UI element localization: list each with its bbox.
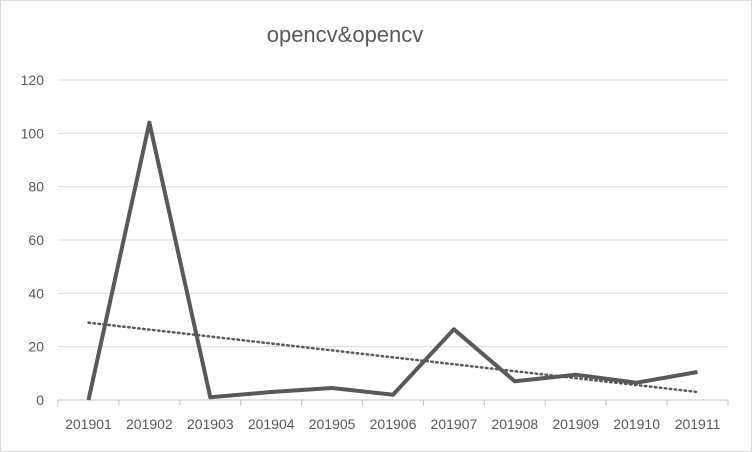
x-tick-label: 201902	[126, 416, 173, 432]
y-tick-label: 80	[28, 179, 44, 195]
y-tick-label: 120	[21, 72, 45, 88]
x-tick-label: 201909	[552, 416, 599, 432]
trendline-group	[88, 323, 697, 392]
x-tick-label: 201907	[431, 416, 478, 432]
y-tick-label: 0	[36, 392, 44, 408]
trendline	[88, 323, 697, 392]
x-tick-label: 201905	[309, 416, 356, 432]
y-tick-label: 60	[28, 232, 44, 248]
gridlines	[58, 80, 728, 347]
y-tick-label: 20	[28, 339, 44, 355]
x-tick-label: 201901	[65, 416, 112, 432]
x-tick-label: 201904	[248, 416, 295, 432]
y-tick-label: 100	[21, 125, 45, 141]
x-tick-label: 201910	[613, 416, 660, 432]
axes	[58, 400, 728, 406]
x-tick-label: 201903	[187, 416, 234, 432]
x-tick-label: 201906	[370, 416, 417, 432]
x-tick-label: 201911	[675, 416, 721, 432]
x-tick-label: 201908	[491, 416, 538, 432]
y-tick-label: 40	[28, 285, 44, 301]
